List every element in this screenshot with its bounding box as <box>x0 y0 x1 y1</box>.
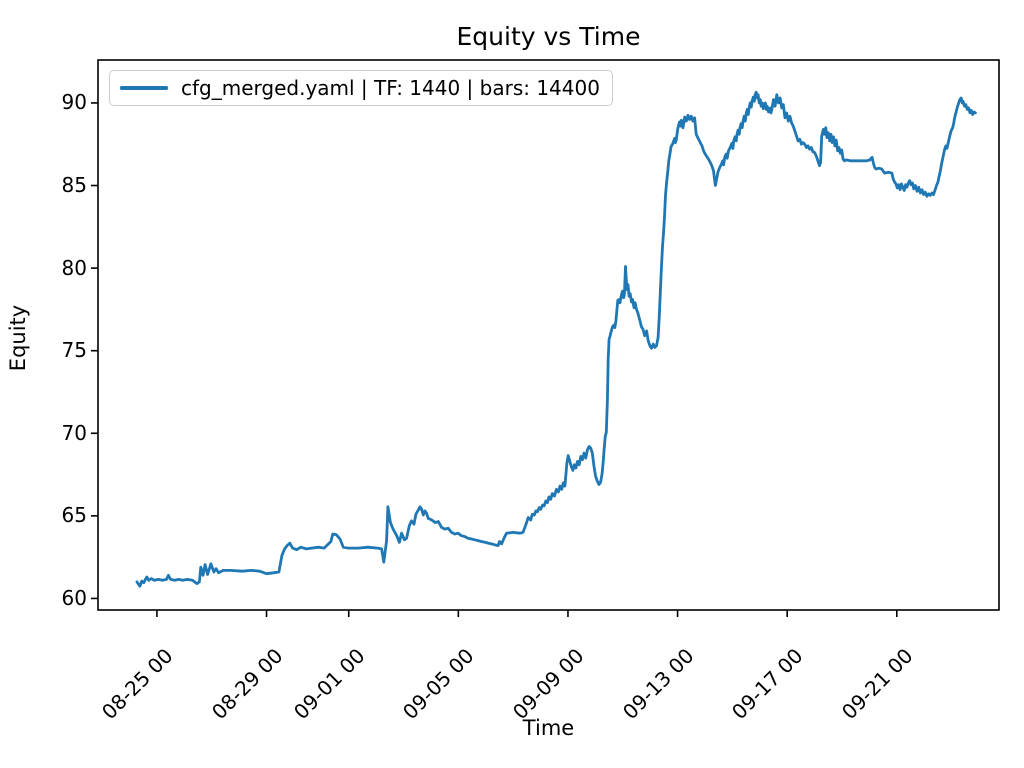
axes-frame <box>97 59 1000 611</box>
chart-title: Equity vs Time <box>456 22 641 51</box>
y-tick-label: 70 <box>61 420 87 445</box>
legend-label: cfg_merged.yaml | TF: 1440 | bars: 14400 <box>181 76 600 100</box>
y-tick-label: 85 <box>61 173 87 198</box>
x-axis-label: Time <box>522 716 575 740</box>
y-axis-label: Equity <box>6 304 30 372</box>
y-tick-label: 90 <box>61 90 87 115</box>
y-tick-label: 60 <box>61 585 87 610</box>
y-tick-label: 65 <box>61 503 87 528</box>
y-tick-label: 80 <box>61 255 87 280</box>
legend: cfg_merged.yaml | TF: 1440 | bars: 14400 <box>109 70 613 106</box>
y-tick-label: 75 <box>61 338 87 363</box>
legend-line-swatch-icon <box>120 86 168 90</box>
equity-line <box>135 90 977 588</box>
